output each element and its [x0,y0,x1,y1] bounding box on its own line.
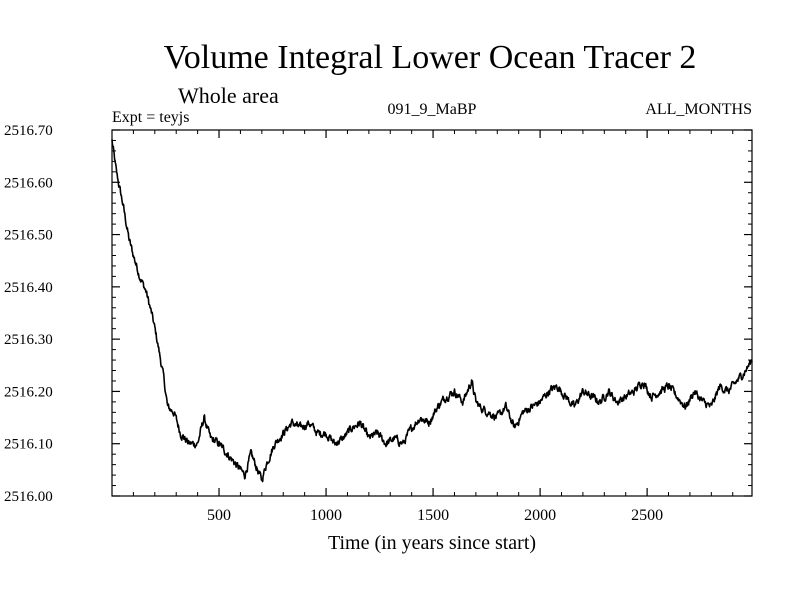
months-label: ALL_MONTHS [645,101,752,118]
plot-frame [111,129,753,497]
x-axis-label: Time (in years since start) [328,532,536,554]
data-series-line [111,139,753,483]
y-tick-label: 2516.10 [4,437,53,453]
y-axis: 2516.00 2516.10 2516.20 2516.30 2516.40 2516.… [4,123,752,505]
y-tick-label: 2516.20 [4,384,53,400]
y-tick-label: 2516.50 [4,228,53,244]
y-tick-label: 2516.60 [4,175,53,191]
chart-subtitle: Whole area [178,83,279,108]
x-tick-label: 2500 [631,507,663,524]
x-tick-label: 2000 [524,507,556,524]
x-tick-label: 500 [207,507,231,524]
y-tick-label: 2516.70 [4,123,53,139]
run-label: 091_9_MaBP [388,101,477,118]
x-axis: 500 1000 1500 2000 2500 [132,130,734,524]
chart-title: Volume Integral Lower Ocean Tracer 2 [164,39,697,76]
y-tick-label: 2516.30 [4,332,53,348]
x-tick-label: 1500 [417,507,449,524]
y-tick-label: 2516.40 [4,280,53,296]
experiment-label: Expt = teyjs [112,109,189,126]
y-tick-label: 2516.00 [4,489,53,505]
x-tick-label: 1000 [310,507,342,524]
